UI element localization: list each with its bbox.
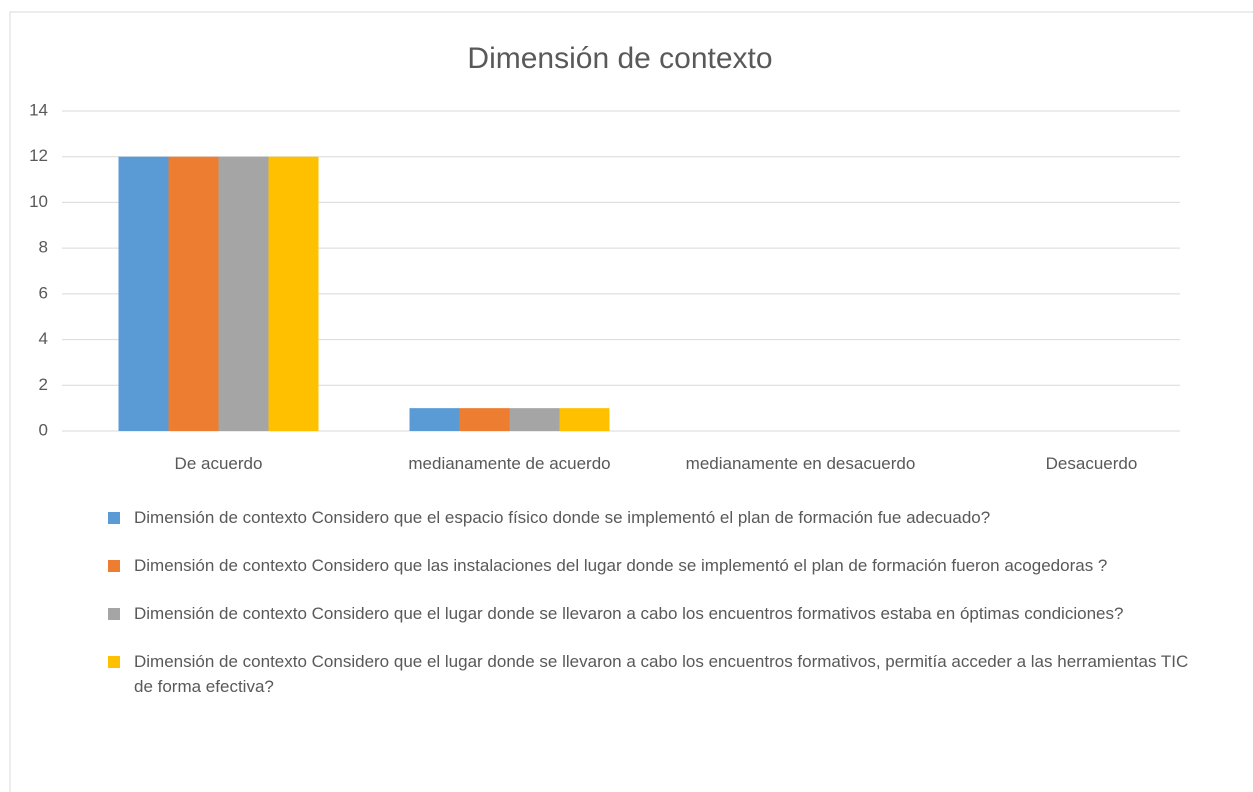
y-tick-label: 4 — [39, 329, 48, 348]
bar — [268, 156, 319, 431]
legend-swatch — [108, 560, 120, 572]
bar — [459, 408, 510, 431]
bar — [409, 408, 460, 431]
legend-label: Dimensión de contexto Considero que el l… — [134, 604, 1124, 623]
legend-item: Dimensión de contexto Considero que el l… — [108, 649, 1198, 699]
y-tick-label: 2 — [39, 375, 48, 394]
x-tick-label: De acuerdo — [174, 454, 263, 473]
bar — [509, 408, 560, 431]
y-tick-label: 6 — [39, 283, 48, 302]
y-tick-label: 0 — [39, 420, 48, 439]
legend-item: Dimensión de contexto Considero que el e… — [108, 505, 1198, 530]
x-tick-label: medianamente en desacuerdo — [685, 454, 916, 473]
y-tick-label: 8 — [39, 238, 48, 257]
legend-item: Dimensión de contexto Considero que las … — [108, 553, 1198, 578]
bar — [168, 156, 219, 431]
legend-label: Dimensión de contexto Considero que el l… — [134, 652, 1189, 696]
legend: Dimensión de contexto Considero que el e… — [108, 505, 1198, 722]
y-tick-label: 12 — [29, 146, 48, 165]
legend-swatch — [108, 512, 120, 524]
x-tick-label: medianamente de acuerdo — [408, 454, 611, 473]
bar — [118, 156, 169, 431]
legend-swatch — [108, 608, 120, 620]
legend-label: Dimensión de contexto Considero que el e… — [134, 508, 991, 527]
bar — [559, 408, 610, 431]
legend-swatch — [108, 656, 120, 668]
legend-item: Dimensión de contexto Considero que el l… — [108, 601, 1198, 626]
legend-label: Dimensión de contexto Considero que las … — [134, 556, 1108, 575]
x-tick-label: Desacuerdo — [1045, 454, 1138, 473]
bar — [218, 156, 269, 431]
chart-title: Dimensión de contexto — [467, 42, 772, 75]
y-tick-label: 14 — [29, 100, 48, 119]
y-tick-label: 10 — [29, 192, 48, 211]
